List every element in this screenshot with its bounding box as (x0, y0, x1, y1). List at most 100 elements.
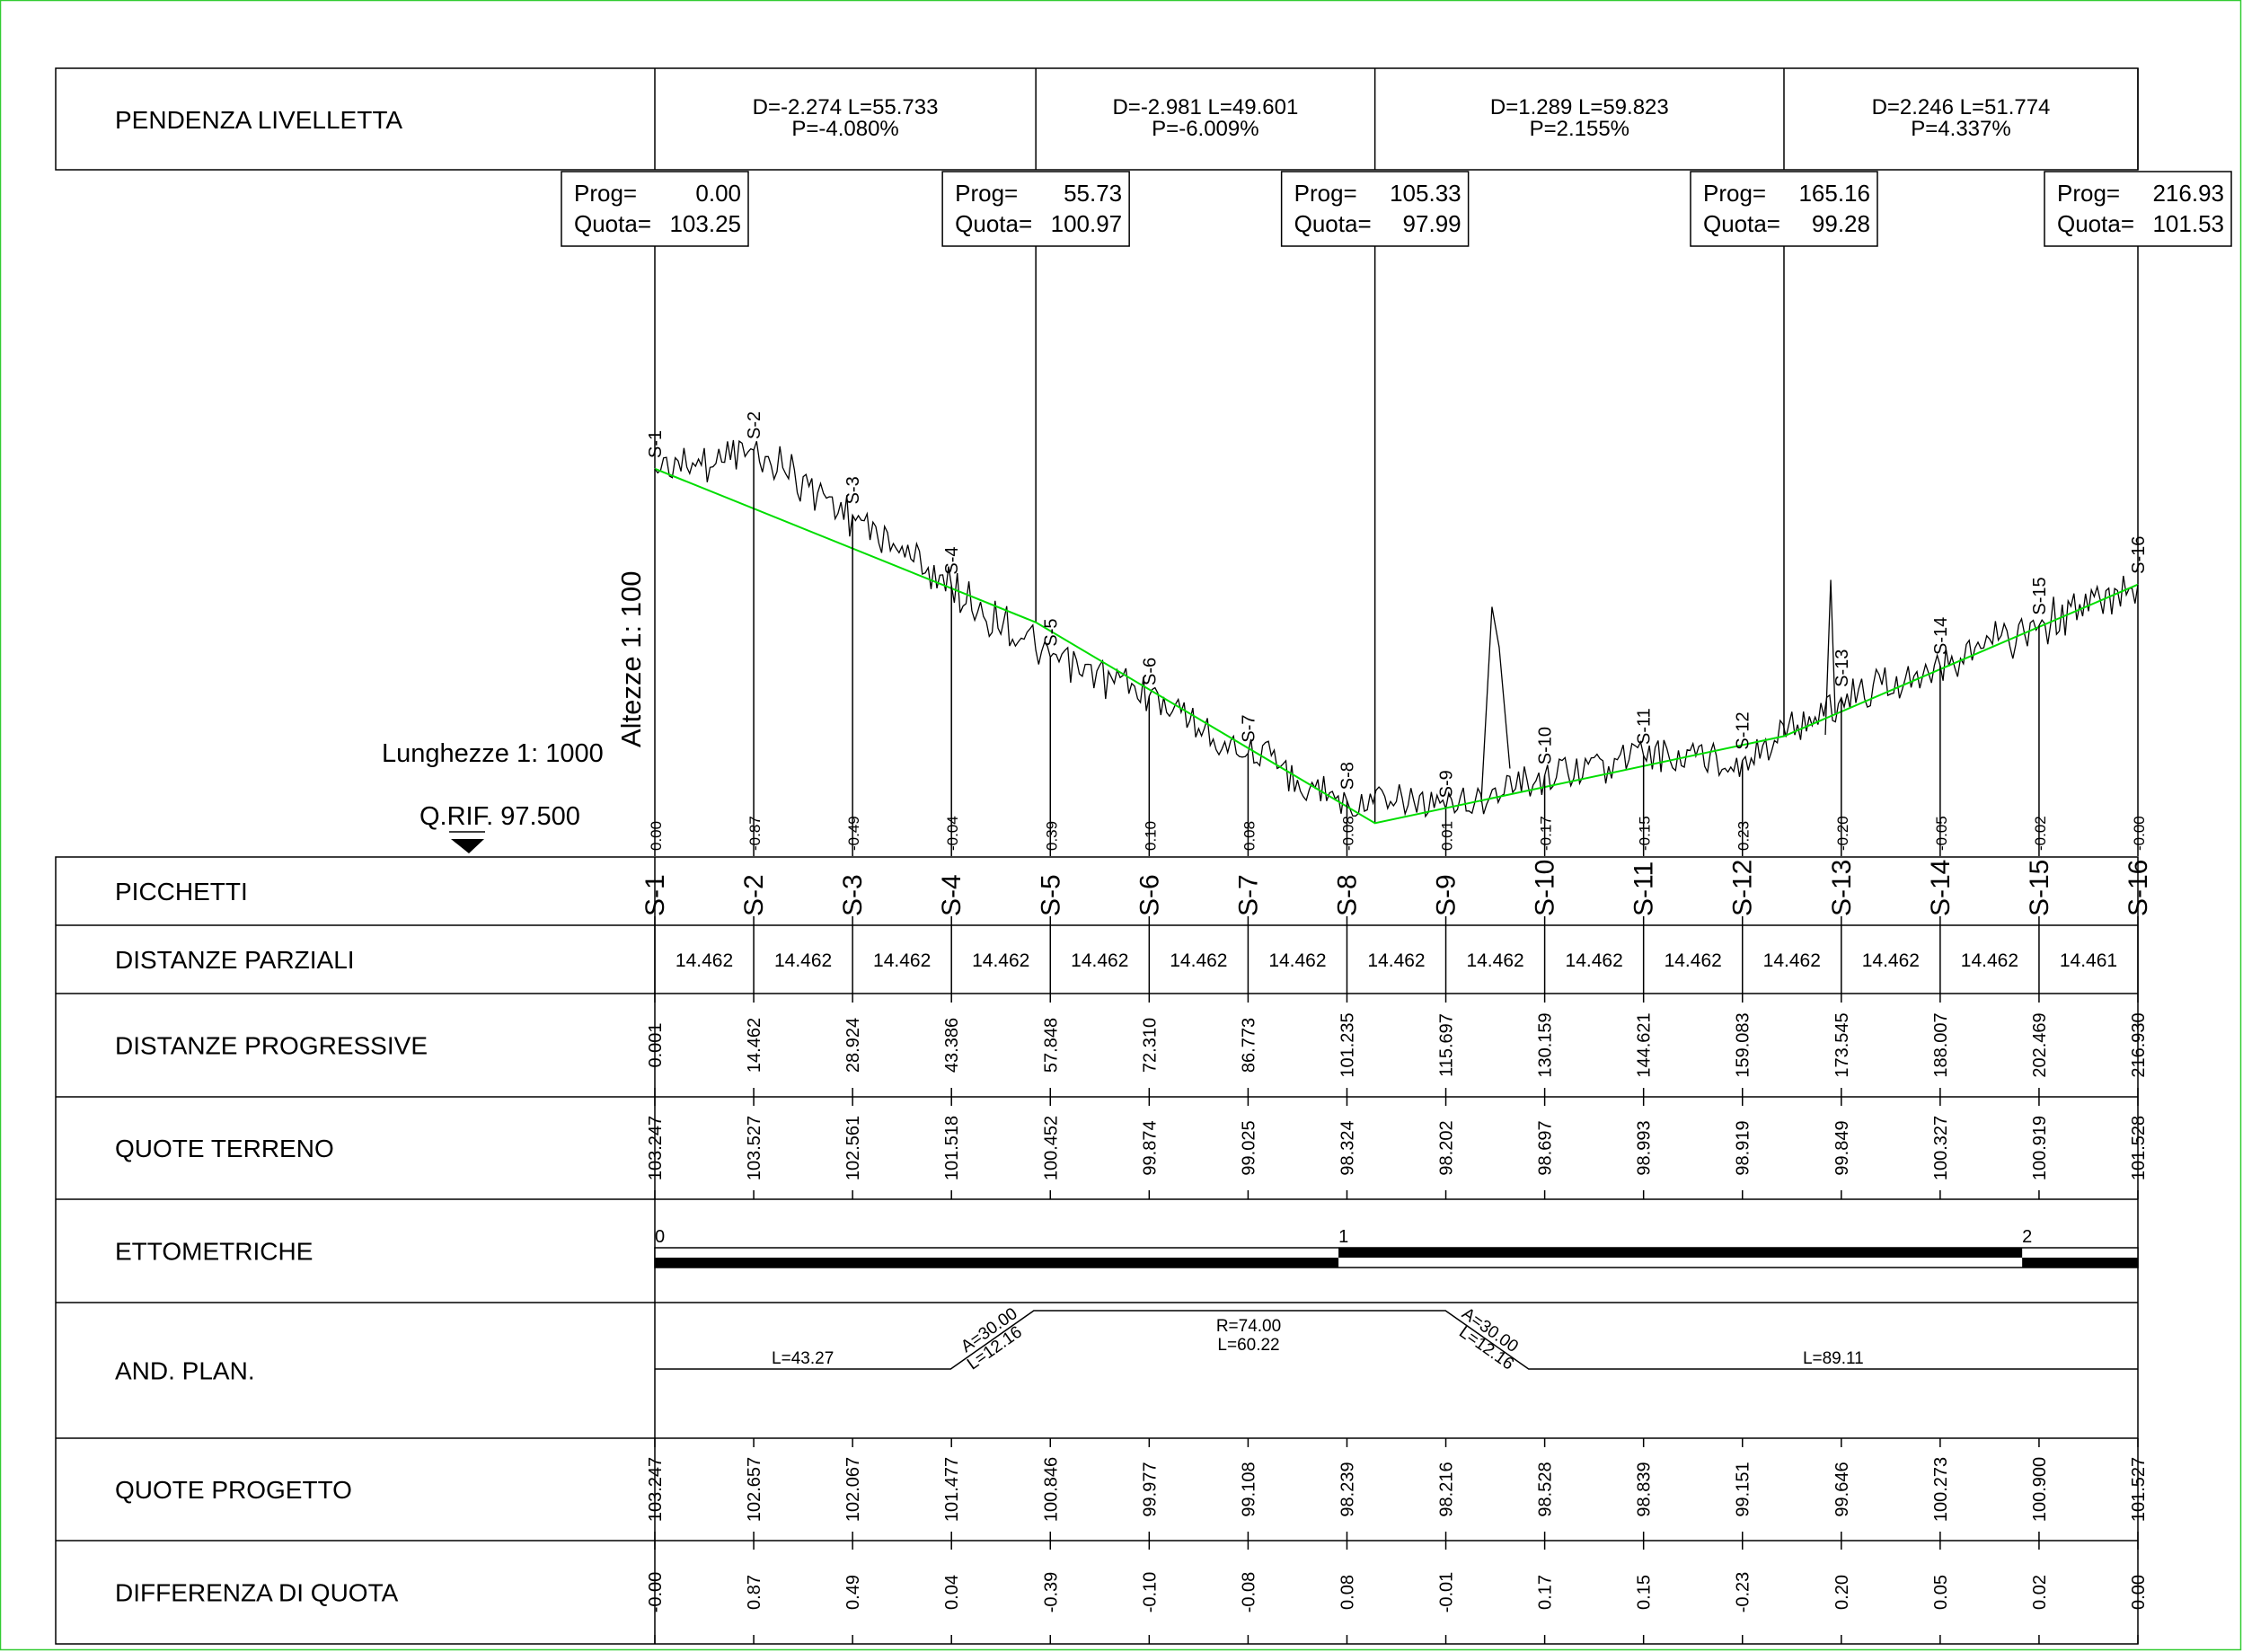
station-label-profile: S-15 (2030, 577, 2050, 614)
station-diff-label: 0.00 (648, 821, 665, 851)
value-progressive_distances: 28.924 (843, 1018, 863, 1073)
partial-distance-value: 14.462 (1763, 950, 1821, 971)
value-design_elevations: 100.900 (2030, 1457, 2050, 1522)
station-diff-label: -0.02 (2032, 816, 2049, 851)
value-differences: 0.15 (1635, 1575, 1655, 1610)
hectometric-bar-segment (655, 1258, 1339, 1268)
value-differences: 0.05 (1931, 1575, 1951, 1610)
design-grade-line (654, 467, 2139, 825)
value-differences: 0.02 (2030, 1575, 2050, 1610)
vertex-box (2044, 171, 2232, 247)
value-ground_elevations: 98.324 (1338, 1120, 1357, 1175)
table-row-label: DISTANZE PROGRESSIVE (115, 1032, 428, 1060)
value-differences: 0.00 (2129, 1575, 2149, 1610)
station-diff-label: -0.20 (1834, 816, 1851, 851)
station-label: S-6 (1135, 874, 1164, 916)
station-label-profile: S-16 (2129, 536, 2149, 574)
station-diff-label: -0.04 (944, 816, 961, 851)
station-label: S-2 (739, 874, 769, 916)
value-design_elevations: 101.477 (942, 1457, 962, 1522)
value-design_elevations: 102.067 (843, 1457, 863, 1522)
station-label-profile: S-4 (942, 547, 962, 575)
station-diff-label: -0.00 (2131, 816, 2148, 851)
grade-length-text: D=1.289 L=59.823 (1490, 95, 1669, 119)
partial-distance-value: 14.462 (1961, 950, 2018, 971)
value-differences: 0.04 (942, 1575, 962, 1610)
vertex-quota-label: Quota= (1703, 210, 1780, 237)
vertex-box (1690, 171, 1878, 247)
hectometric-label: 2 (2022, 1227, 2032, 1247)
partial-distance-value: 14.462 (873, 950, 931, 971)
station-label: S-10 (1531, 860, 1560, 916)
partial-distance-value: 14.461 (2060, 950, 2117, 971)
vertex-prog-label: Prog= (574, 180, 637, 207)
value-ground_elevations: 98.697 (1536, 1120, 1556, 1175)
ground-profile-line (654, 439, 2139, 818)
alignment-label: L=89.11 (1803, 1349, 1864, 1368)
grade-percent-text: P=-4.080% (791, 117, 898, 141)
partial-distance-value: 14.462 (774, 950, 832, 971)
value-differences: 0.08 (1338, 1575, 1357, 1610)
value-progressive_distances: 0.001 (646, 1022, 666, 1067)
grade-percent-text: P=2.155% (1530, 117, 1629, 141)
hectometric-bar-segment (2022, 1258, 2138, 1268)
station-label: S-7 (1233, 874, 1263, 916)
station-label: S-3 (838, 874, 868, 916)
vertex-quota-value: 100.97 (1051, 210, 1123, 237)
station-label: S-13 (1827, 860, 1857, 916)
grade-panel-title: PENDENZA LIVELLETTA (115, 106, 402, 134)
reference-level-label: Q.RIF. 97.500 (419, 802, 580, 831)
station-label: S-1 (640, 874, 670, 916)
station-diff-label: -0.05 (1933, 816, 1950, 851)
value-differences: -0.00 (646, 1572, 666, 1613)
vertex-box (941, 171, 1130, 247)
vertex-quota-value: 101.53 (2152, 210, 2224, 237)
value-ground_elevations: 100.452 (1041, 1116, 1061, 1180)
vertex-quota-value: 103.25 (669, 210, 741, 237)
partial-distance-value: 14.462 (1268, 950, 1326, 971)
station-label: S-5 (1036, 874, 1065, 916)
station-label: S-16 (2124, 860, 2153, 916)
value-ground_elevations: 99.849 (1832, 1120, 1852, 1175)
grade-length-text: D=2.246 L=51.774 (1872, 95, 2051, 119)
vertex-quota-label: Quota= (1294, 210, 1372, 237)
profile-plot: Altezze 1: 100 Lunghezze 1: 1000 Q.RIF. … (382, 411, 2149, 856)
station-label-profile: S-6 (1140, 658, 1160, 685)
station-label-profile: S-7 (1239, 715, 1258, 743)
value-design_elevations: 103.247 (646, 1457, 666, 1522)
station-label: S-15 (2025, 860, 2054, 916)
vertex-quota-label: Quota= (574, 210, 651, 237)
ground-spike (1824, 579, 1836, 736)
partial-distance-value: 14.462 (1170, 950, 1227, 971)
station-diff-label: 0.39 (1043, 821, 1060, 851)
hectometric-label: 0 (655, 1227, 665, 1247)
station-label-profile: S-5 (1041, 618, 1061, 646)
value-ground_elevations: 98.919 (1734, 1120, 1753, 1175)
grade-length-text: D=-2.981 L=49.601 (1112, 95, 1298, 119)
value-ground_elevations: 101.518 (942, 1116, 962, 1180)
value-design_elevations: 98.239 (1338, 1462, 1357, 1516)
station-label-profile: S-8 (1338, 762, 1357, 790)
value-design_elevations: 102.657 (745, 1457, 764, 1522)
value-progressive_distances: 57.848 (1041, 1018, 1061, 1073)
table-row-label: AND. PLAN. (115, 1357, 255, 1385)
station-label-profile: S-11 (1635, 708, 1655, 745)
station-diff-label: 0.10 (1142, 821, 1159, 851)
value-ground_elevations: 103.247 (646, 1116, 666, 1180)
vertex-box (1280, 171, 1470, 247)
station-label-profile: S-13 (1832, 649, 1852, 687)
station-label: S-12 (1728, 860, 1758, 916)
station-label: S-4 (937, 874, 967, 916)
value-design_elevations: 98.839 (1635, 1462, 1655, 1516)
data-table: PICCHETTI DISTANZE PARZIALI DISTANZE PROGR… (55, 856, 2153, 1645)
station-diff-label: -0.87 (746, 816, 764, 851)
value-design_elevations: 98.528 (1536, 1462, 1556, 1516)
vertex-quota-value: 99.28 (1812, 210, 1870, 237)
partial-distance-value: 14.462 (1862, 950, 1920, 971)
station-diff-label: 0.08 (1241, 821, 1258, 851)
alignment-label: L=43.27 (772, 1349, 834, 1368)
value-progressive_distances: 115.697 (1437, 1013, 1457, 1077)
table-row-label: PICCHETTI (115, 878, 248, 906)
